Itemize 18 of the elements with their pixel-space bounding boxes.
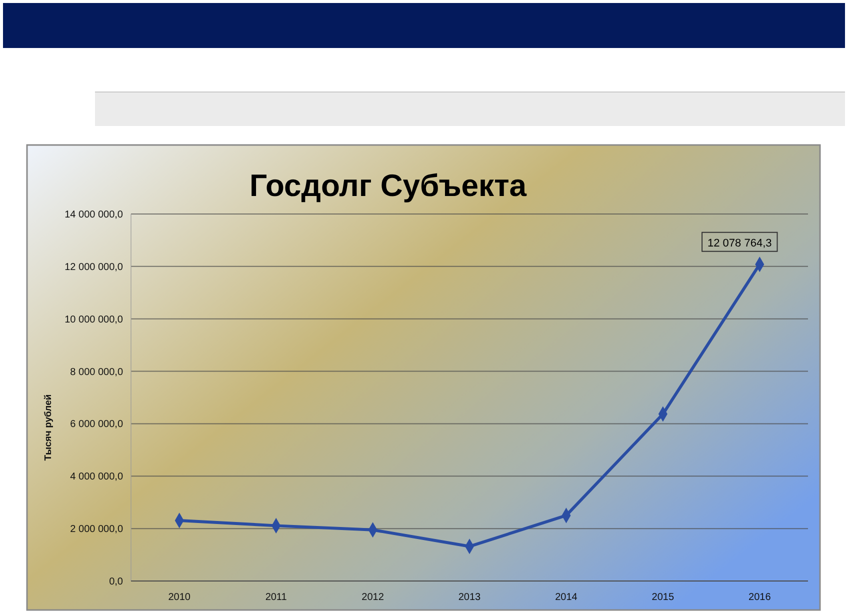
x-tick-label: 2016 [748, 592, 772, 603]
x-tick-label: 2012 [362, 592, 384, 603]
x-tick-label: 2010 [168, 592, 191, 603]
x-tick-label: 2013 [458, 592, 482, 603]
y-tick-label: 10 000 000,0 [64, 314, 124, 326]
y-tick-label: 4 000 000,0 [70, 472, 124, 483]
y-tick-label: 14 000 000,0 [64, 210, 124, 220]
y-tick-label: 6 000 000,0 [70, 419, 124, 430]
chart-title: Госдолг Субъекта [249, 168, 528, 203]
y-tick-label: 2 000 000,0 [70, 524, 124, 536]
y-tick-label: 0,0 [109, 576, 124, 588]
y-axis-title: Тысяч рублей [43, 394, 54, 461]
y-tick-label: 12 000 000,0 [64, 262, 124, 273]
x-tick-label: 2014 [555, 592, 578, 603]
x-tick-label: 2015 [652, 592, 674, 603]
x-tick-label: 2011 [265, 592, 288, 603]
y-tick-label: 8 000 000,0 [70, 366, 124, 378]
data-label: 12 078 764,3 [708, 237, 772, 250]
